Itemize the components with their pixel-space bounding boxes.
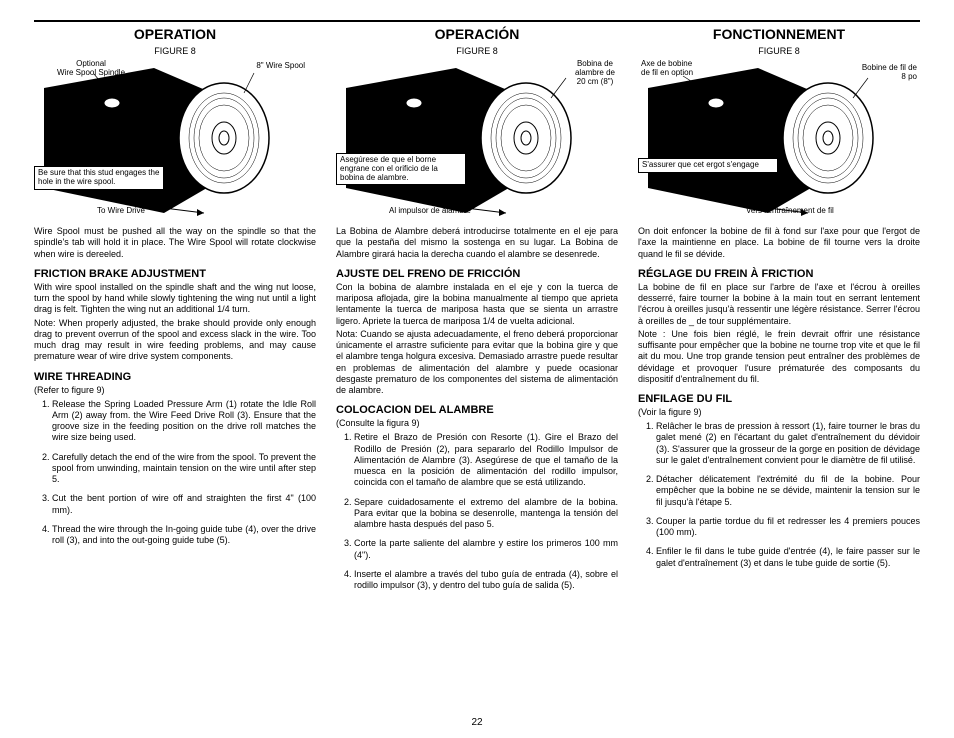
body-text: Note: When properly adjusted, the brake … bbox=[34, 318, 316, 363]
spool-diagram bbox=[34, 58, 314, 218]
body-text: Note : Une fois bien réglé, le frein dev… bbox=[638, 329, 920, 385]
list-item: Enfiler le fil dans le tube guide d'entr… bbox=[656, 546, 920, 569]
column-title: OPERATION bbox=[34, 26, 316, 42]
figure-label: FIGURE 8 bbox=[336, 46, 618, 56]
body-text: Nota: Cuando se ajusta adecuadamente, el… bbox=[336, 329, 618, 397]
callout-top-right: 8" Wire Spool bbox=[253, 60, 308, 73]
section-heading: WIRE THREADING bbox=[34, 371, 316, 383]
body-text: Con la bobina de alambre instalada en el… bbox=[336, 282, 618, 327]
callout-top-left: OptionalWire Spool Spindle bbox=[54, 58, 128, 80]
column-title: FONCTIONNEMENT bbox=[638, 26, 920, 42]
section-heading: RÉGLAGE DU FREIN À FRICTION bbox=[638, 268, 920, 280]
list-item: Separe cuidadosamente el extremo del ala… bbox=[354, 497, 618, 531]
section-heading: ENFILAGE DU FIL bbox=[638, 393, 920, 405]
instruction-list: Release the Spring Loaded Pressure Arm (… bbox=[34, 399, 316, 547]
reference-text: (Consulte la figura 9) bbox=[336, 418, 618, 428]
callout-bottom: Al impulsor de alambre bbox=[386, 205, 474, 218]
page-number: 22 bbox=[34, 717, 920, 728]
figure-8: Bobina dealambre de20 cm (8") Asegúrese … bbox=[336, 58, 618, 218]
list-item: Détacher délicatement l'extrémité du fil… bbox=[656, 474, 920, 508]
figure-label: FIGURE 8 bbox=[638, 46, 920, 56]
callout-bottom: To Wire Drive bbox=[94, 205, 148, 218]
figure-8: OptionalWire Spool Spindle 8" Wire Spool… bbox=[34, 58, 316, 218]
body-text: With wire spool installed on the spindle… bbox=[34, 282, 316, 316]
list-item: Cut the bent portion of wire off and str… bbox=[52, 493, 316, 516]
intro-text: On doit enfoncer la bobine de fil à fond… bbox=[638, 226, 920, 260]
list-item: Relâcher le bras de pression à ressort (… bbox=[656, 421, 920, 466]
callout-top-right: Bobine de fil de8 po bbox=[859, 62, 920, 84]
callout-mid-left: Be sure that this stud engages the hole … bbox=[34, 166, 164, 190]
list-item: Thread the wire through the In-going gui… bbox=[52, 524, 316, 547]
figure-8: Axe de bobinede fil en option Bobine de … bbox=[638, 58, 920, 218]
intro-text: La Bobina de Alambre deberá introducirse… bbox=[336, 226, 618, 260]
list-item: Corte la parte saliente del alambre y es… bbox=[354, 538, 618, 561]
instruction-list: Relâcher le bras de pression à ressort (… bbox=[638, 421, 920, 569]
column-fr: FONCTIONNEMENT FIGURE 8 bbox=[638, 26, 920, 717]
section-heading: COLOCACION DEL ALAMBRE bbox=[336, 404, 618, 416]
reference-text: (Refer to figure 9) bbox=[34, 385, 316, 395]
columns-container: OPERATION FIGURE 8 bbox=[34, 26, 920, 717]
page: OPERATION FIGURE 8 bbox=[0, 0, 954, 738]
section-heading: FRICTION BRAKE ADJUSTMENT bbox=[34, 268, 316, 280]
figure-label: FIGURE 8 bbox=[34, 46, 316, 56]
list-item: Retire el Brazo de Presión con Resorte (… bbox=[354, 432, 618, 488]
column-title: OPERACIÓN bbox=[336, 26, 618, 42]
instruction-list: Retire el Brazo de Presión con Resorte (… bbox=[336, 432, 618, 591]
callout-top-right: Bobina dealambre de20 cm (8") bbox=[572, 58, 618, 88]
callout-mid-left: Asegúrese de que el borne engrane con el… bbox=[336, 153, 466, 185]
reference-text: (Voir la figure 9) bbox=[638, 407, 920, 417]
top-rule bbox=[34, 20, 920, 22]
list-item: Couper la partie tordue du fil et redres… bbox=[656, 516, 920, 539]
list-item: Inserte el alambre a través del tubo guí… bbox=[354, 569, 618, 592]
list-item: Release the Spring Loaded Pressure Arm (… bbox=[52, 399, 316, 444]
column-en: OPERATION FIGURE 8 bbox=[34, 26, 316, 717]
callout-mid-left: S'assurer que cet ergot s'engage bbox=[638, 158, 778, 173]
body-text: La bobine de fil en place sur l'arbre de… bbox=[638, 282, 920, 327]
list-item: Carefully detach the end of the wire fro… bbox=[52, 452, 316, 486]
callout-top-left: Axe de bobinede fil en option bbox=[638, 58, 696, 80]
section-heading: AJUSTE DEL FRENO DE FRICCIÓN bbox=[336, 268, 618, 280]
intro-text: Wire Spool must be pushed all the way on… bbox=[34, 226, 316, 260]
callout-bottom: Vers l'entraînement de fil bbox=[743, 205, 837, 218]
column-es: OPERACIÓN FIGURE 8 bbox=[336, 26, 618, 717]
